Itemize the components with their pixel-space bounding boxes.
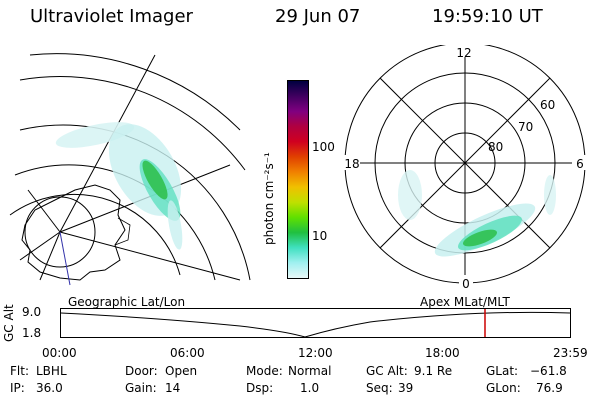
mlat-label-70: 70: [518, 120, 533, 134]
ip-value: 36.0: [36, 381, 63, 395]
glat-label: GLat:: [486, 364, 519, 378]
meridian-line: [27, 189, 61, 233]
meridian-line: [59, 54, 156, 233]
mode-label: Mode:: [246, 364, 283, 378]
gc-alt-label: GC Alt:: [366, 364, 408, 378]
colorbar-unit-label: photon cm⁻²s⁻¹: [262, 152, 276, 245]
seq-value: 39: [398, 381, 414, 395]
altitude-curve: [60, 311, 571, 338]
altitude-plot-frame: [60, 308, 571, 338]
mode-value: Normal: [288, 364, 332, 378]
meridian-line: [19, 231, 61, 261]
colorbar: [287, 80, 309, 279]
coastline: [21, 184, 126, 281]
gain-value: 14: [165, 381, 181, 395]
alt-tick-9: 9.0: [22, 305, 42, 319]
aurora-emission: [55, 122, 183, 250]
lat-arc: [29, 53, 241, 131]
time-tick-0000: 00:00: [42, 346, 77, 360]
mlt-label-0: 0: [462, 277, 470, 290]
flt-label: Flt:: [10, 364, 29, 378]
door-value: Open: [165, 364, 198, 378]
aurora-oval: [398, 170, 556, 257]
colorbar-tick-100: 100: [312, 140, 335, 154]
glon-label: GLon:: [486, 381, 521, 395]
altitude-plot: [60, 308, 571, 338]
glon-value: 76.9: [536, 381, 563, 395]
mlat-label-60: 60: [540, 98, 555, 112]
geographic-label: Geographic Lat/Lon: [68, 295, 186, 309]
glat-value: −61.8: [530, 364, 567, 378]
seq-label: Seq:: [366, 381, 393, 395]
colorbar-tick-10: 10: [312, 229, 328, 243]
alt-tick-1-8: 1.8: [22, 326, 42, 340]
time-tick-2359: 23:59: [553, 346, 588, 360]
mlt-label-12: 12: [456, 46, 471, 60]
meridian-line: [39, 231, 61, 281]
gc-alt-axis-title: GC Alt: [2, 304, 16, 342]
date-label: 29 Jun 07: [275, 6, 361, 27]
colorbar-gradient: [288, 81, 308, 278]
lat-arc: [19, 76, 246, 171]
dsp-value: 1.0: [300, 381, 320, 395]
meridian-line: [59, 231, 241, 281]
mlt-label-18: 18: [344, 157, 359, 171]
mlat-label-80: 80: [488, 140, 503, 154]
gc-alt-value: 9.1 Re: [414, 364, 453, 378]
time-tick-0600: 06:00: [170, 346, 205, 360]
time-label: 19:59:10 UT: [432, 6, 543, 27]
time-tick-1200: 12:00: [298, 346, 333, 360]
ip-label: IP:: [10, 381, 25, 395]
instrument-title: Ultraviolet Imager: [30, 6, 193, 27]
gain-label: Gain:: [125, 381, 157, 395]
meridian-line: [59, 231, 71, 286]
geographic-map: [9, 53, 251, 286]
time-tick-1800: 18:00: [425, 346, 460, 360]
apex-label: Apex MLat/MLT: [420, 295, 510, 309]
flt-value: LBHL: [36, 364, 67, 378]
coastline: [114, 217, 131, 246]
door-label: Door:: [125, 364, 158, 378]
polar-mlt-plot: 12 18 6 0 60 70 80: [340, 45, 590, 290]
dsp-label: Dsp:: [246, 381, 274, 395]
mlt-label-6: 6: [576, 157, 584, 171]
